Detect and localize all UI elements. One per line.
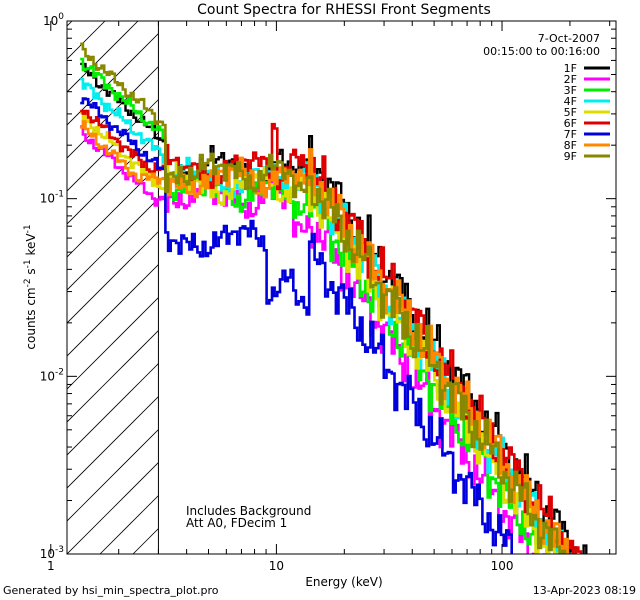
y-tick-label: 10-3 xyxy=(40,545,64,561)
series-9F xyxy=(80,42,567,554)
annotation-background: Includes Background xyxy=(186,504,311,518)
legend-label: 7F xyxy=(564,128,577,141)
x-tick-label: 10 xyxy=(269,559,284,573)
legend-label: 5F xyxy=(564,106,577,119)
x-tick-label: 100 xyxy=(491,559,514,573)
legend-label: 8F xyxy=(564,139,577,152)
y-tick-label: 10-2 xyxy=(40,367,64,383)
axis-ticks: 1 10 100 100 10-1 10-2 10-3 xyxy=(40,12,616,573)
legend-label: 2F xyxy=(564,73,577,86)
footer-generated-by: Generated by hsi_min_spectra_plot.pro xyxy=(3,584,219,597)
footer-timestamp: 13-Apr-2023 08:19 xyxy=(533,584,636,597)
y-axis-label: counts cm-2 s-1 keV-1 xyxy=(23,224,38,349)
x-tick-label: 1 xyxy=(47,559,55,573)
observation-date: 7-Oct-2007 xyxy=(538,32,600,45)
legend-label: 9F xyxy=(564,150,577,163)
series-layer xyxy=(80,42,588,554)
chart-title: Count Spectra for RHESSI Front Segments xyxy=(197,2,491,18)
y-tick-label: 10-1 xyxy=(40,190,64,206)
series-7F xyxy=(80,97,513,554)
legend-label: 6F xyxy=(564,117,577,130)
plot-frame xyxy=(66,20,617,555)
annotation-attenuator: Att A0, FDecim 1 xyxy=(186,516,287,530)
observation-time-range: 00:15:00 to 00:16:00 xyxy=(483,45,600,58)
hatch-line xyxy=(67,21,205,159)
y-tick-label: 100 xyxy=(43,12,64,28)
legend-label: 3F xyxy=(564,84,577,97)
legend-label: 1F xyxy=(564,62,577,75)
x-axis-label: Energy (keV) xyxy=(305,575,382,589)
legend-label: 4F xyxy=(564,95,577,108)
